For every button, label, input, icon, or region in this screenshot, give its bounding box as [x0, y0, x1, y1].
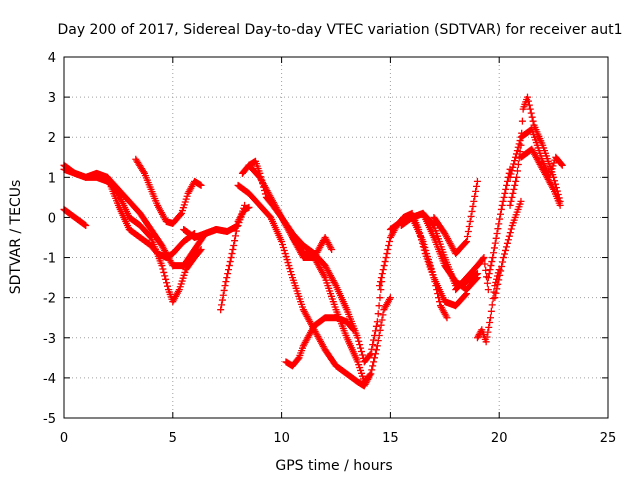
data-series-arc-11 — [282, 314, 357, 370]
data-series-arc-7 — [217, 203, 253, 314]
y-tick-label: 2 — [48, 131, 56, 146]
y-tick-label: -3 — [43, 332, 56, 347]
y-tick-label: -4 — [43, 372, 56, 387]
grid — [64, 57, 608, 418]
x-tick-label: 20 — [491, 431, 508, 446]
data-series-arc-23 — [506, 125, 566, 181]
data-series-arc-5 — [132, 155, 205, 227]
y-tick-label: 1 — [48, 171, 56, 186]
y-tick-label: 4 — [48, 51, 56, 66]
data-series-arc-17 — [430, 177, 481, 258]
data-series-arc-22 — [506, 93, 564, 209]
data-series-arc-10 — [234, 181, 373, 390]
x-tick-label: 25 — [600, 431, 617, 446]
y-axis-label: SDTVAR / TECUs — [8, 180, 24, 295]
data-series-arc-12 — [288, 234, 336, 262]
plot-frame — [63, 56, 609, 419]
data-series-arc-20 — [484, 165, 514, 282]
y-tick-label: 3 — [48, 91, 56, 106]
y-tick-label: -5 — [43, 412, 56, 427]
x-tick-label: 5 — [169, 431, 177, 446]
x-axis-label: GPS time / hours — [275, 458, 392, 474]
x-tick-label: 10 — [273, 431, 290, 446]
y-tick-label: -1 — [43, 252, 56, 267]
chart-title: Day 200 of 2017, Sidereal Day-to-day VTE… — [57, 22, 622, 38]
data-series-arc-21 — [491, 197, 525, 302]
data-series-arc-18 — [452, 254, 492, 294]
data-series-arc-24 — [517, 145, 564, 209]
y-tick-label: -2 — [43, 292, 56, 307]
data-series-arc-6 — [180, 201, 249, 241]
x-tick-label: 0 — [60, 431, 68, 446]
x-tick-label: 15 — [382, 431, 399, 446]
data-points — [60, 93, 566, 390]
y-tick-label: 0 — [48, 211, 56, 226]
